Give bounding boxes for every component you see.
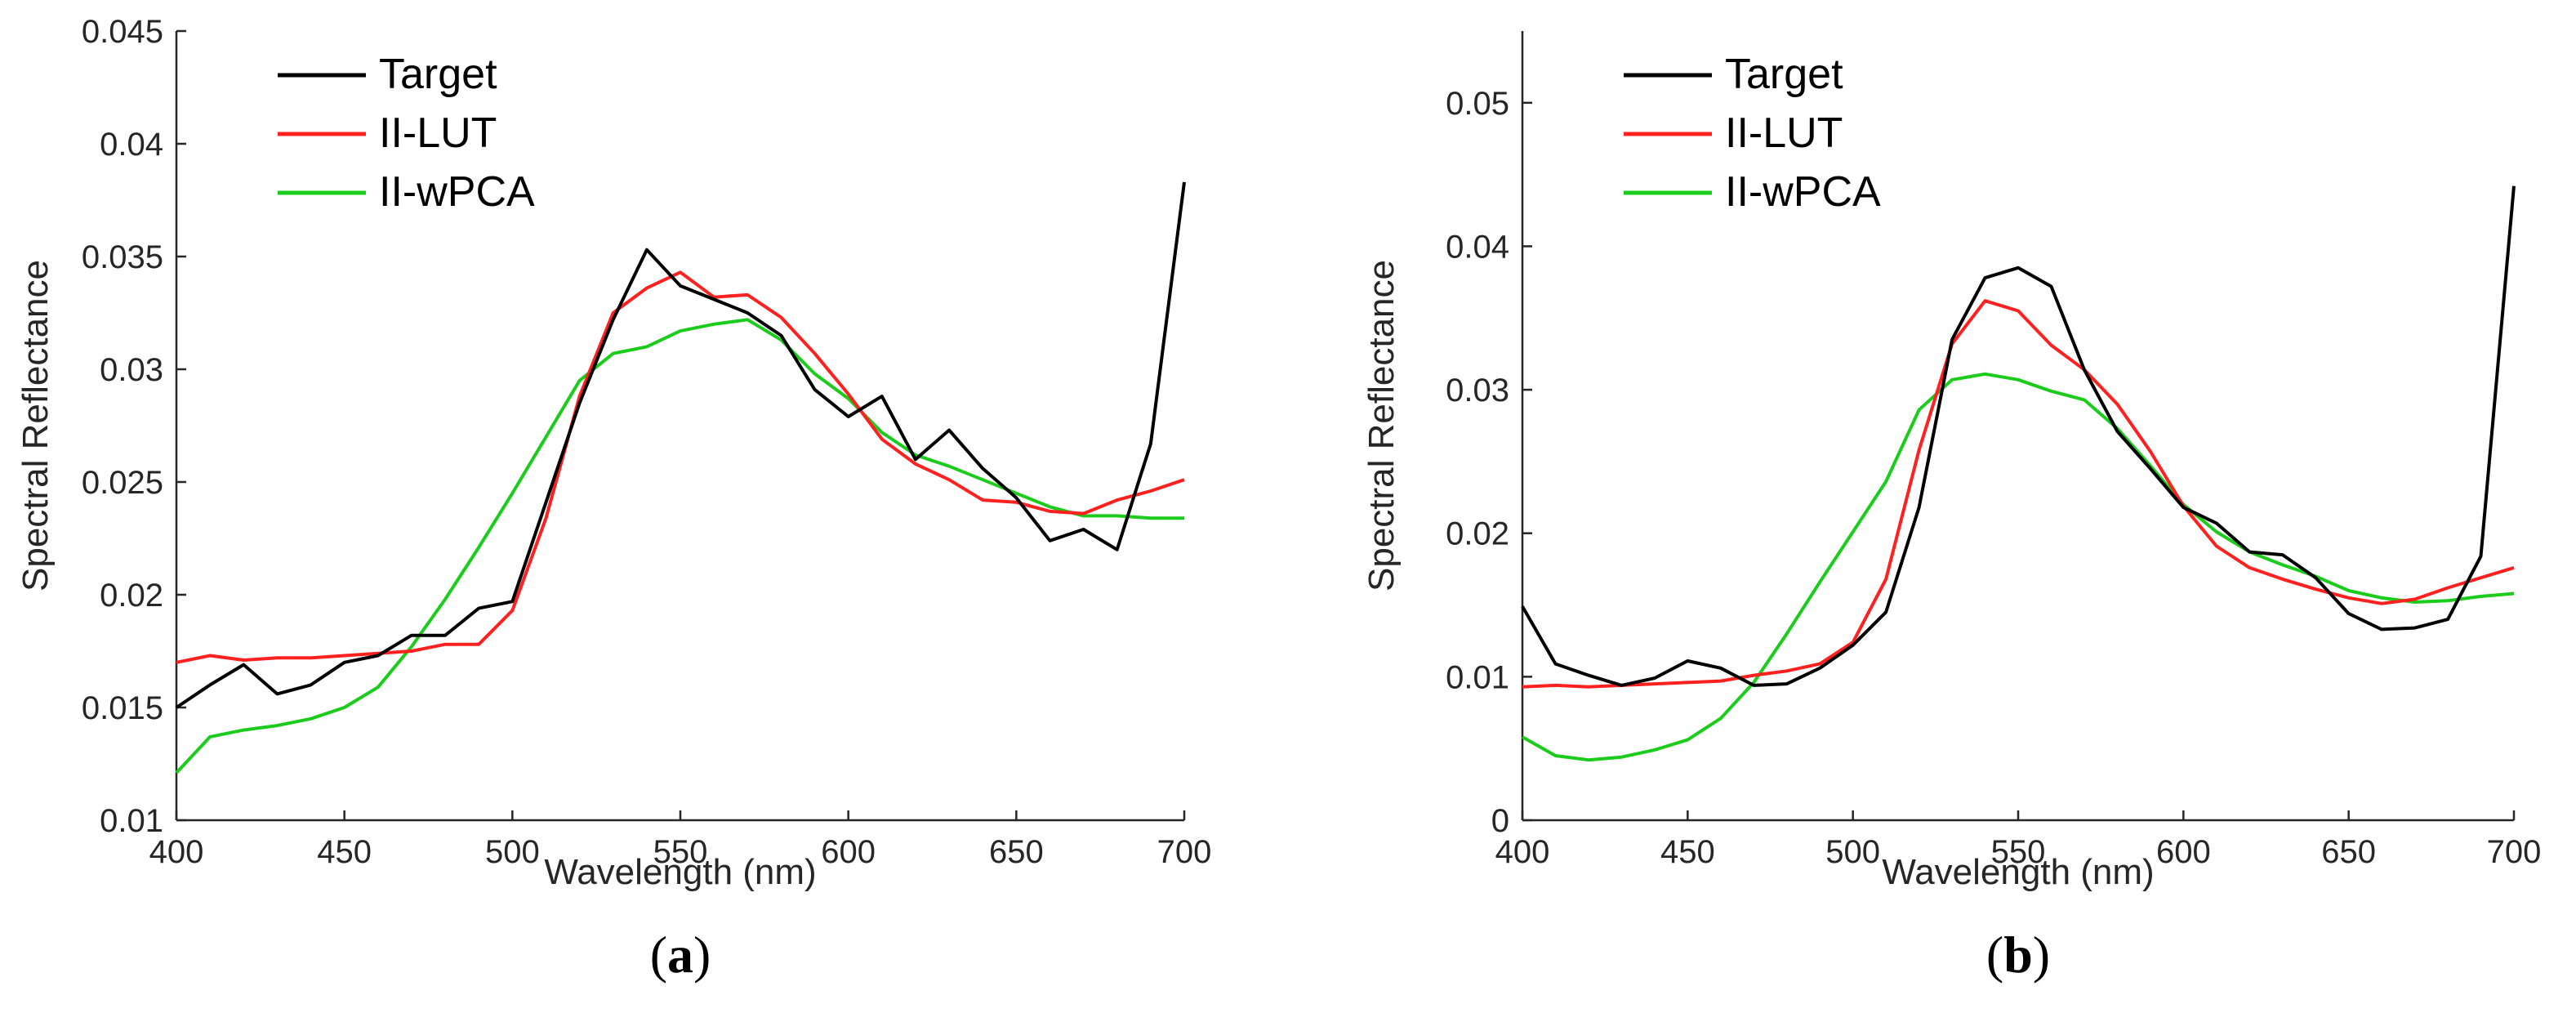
y-tick-label: 0.03	[1446, 373, 1509, 408]
x-tick-label: 600	[2156, 834, 2211, 870]
x-tick-label: 700	[1157, 834, 1212, 870]
y-tick-label: 0.015	[82, 690, 163, 726]
panel-label: (a)	[650, 926, 711, 984]
y-tick-label: 0.025	[82, 465, 163, 501]
x-tick-label: 650	[2321, 834, 2376, 870]
legend-label: II-wPCA	[1725, 168, 1881, 216]
x-tick-label: 500	[485, 834, 540, 870]
x-tick-label: 400	[149, 834, 204, 870]
y-tick-label: 0.03	[100, 352, 163, 388]
series-line-target	[1521, 185, 2516, 687]
x-tick-label: 550	[653, 834, 708, 870]
panel-label: (b)	[1986, 926, 2050, 984]
x-tick-label: 650	[989, 834, 1044, 870]
legend-label: Target	[379, 51, 497, 98]
y-tick-label: 0.04	[100, 127, 163, 163]
x-tick-label: 450	[317, 834, 372, 870]
y-tick-label: 0.05	[1446, 86, 1509, 122]
y-tick-label: 0.045	[82, 14, 163, 50]
y-tick-label: 0.02	[1446, 516, 1509, 552]
series-lines	[1521, 185, 2516, 762]
legend: Target II-LUT II-wPCA	[278, 51, 535, 216]
axes	[1521, 31, 2516, 822]
x-tick-label: 550	[1991, 834, 2046, 870]
legend-label: Target	[1725, 51, 1843, 98]
x-tick-label: 400	[1495, 834, 1550, 870]
x-axis-label: Wavelength (nm)	[1882, 852, 2154, 892]
series-line-target	[175, 181, 1186, 709]
series-lines	[175, 181, 1186, 774]
x-axis-label: Wavelength (nm)	[544, 852, 816, 892]
x-tick-label: 500	[1825, 834, 1880, 870]
y-tick-label: 0	[1491, 803, 1509, 839]
series-line-ii-lut	[1522, 299, 2515, 689]
panel-letter: b	[2003, 926, 2033, 984]
y-axis-label: Spectral Reflectance	[1362, 260, 1402, 591]
series-line-ii-lut	[176, 270, 1185, 664]
series-line-ii-wpca	[1522, 372, 2515, 762]
y-tick-label: 0.02	[100, 578, 163, 614]
x-tick-label: 700	[2487, 834, 2542, 870]
axes	[175, 29, 1186, 822]
tick-labels: 400 450 500 550 600 650 700 0 0.01 0.02 0.03 0.04 0.…	[1446, 86, 2541, 870]
y-axis-label: Spectral Reflectance	[16, 260, 56, 591]
chart-panel-b: 400 450 500 550 600 650 700 0 0.01 0.02 0.03 0.04 0.…	[1362, 31, 2541, 984]
y-tick-label: 0.04	[1446, 229, 1509, 265]
y-tick-label: 0.01	[1446, 659, 1509, 695]
y-tick-label: 0.01	[100, 803, 163, 839]
x-tick-label: 600	[821, 834, 876, 870]
tick-labels: 400 450 500 550 600 650 700 0.01 0.015 0.02 0.025 0…	[82, 14, 1211, 870]
legend-label: II-LUT	[1725, 109, 1843, 157]
panel-letter: a	[667, 926, 693, 984]
x-tick-label: 450	[1660, 834, 1715, 870]
legend-label: II-LUT	[379, 109, 497, 157]
series-line-ii-wpca	[175, 318, 1184, 774]
legend-label: II-wPCA	[379, 168, 535, 216]
y-tick-label: 0.035	[82, 239, 163, 275]
legend: Target II-LUT II-wPCA	[1624, 51, 1881, 216]
chart-panel-a: 400 450 500 550 600 650 700 0.01 0.015 0.02 0.025 0…	[16, 14, 1211, 984]
